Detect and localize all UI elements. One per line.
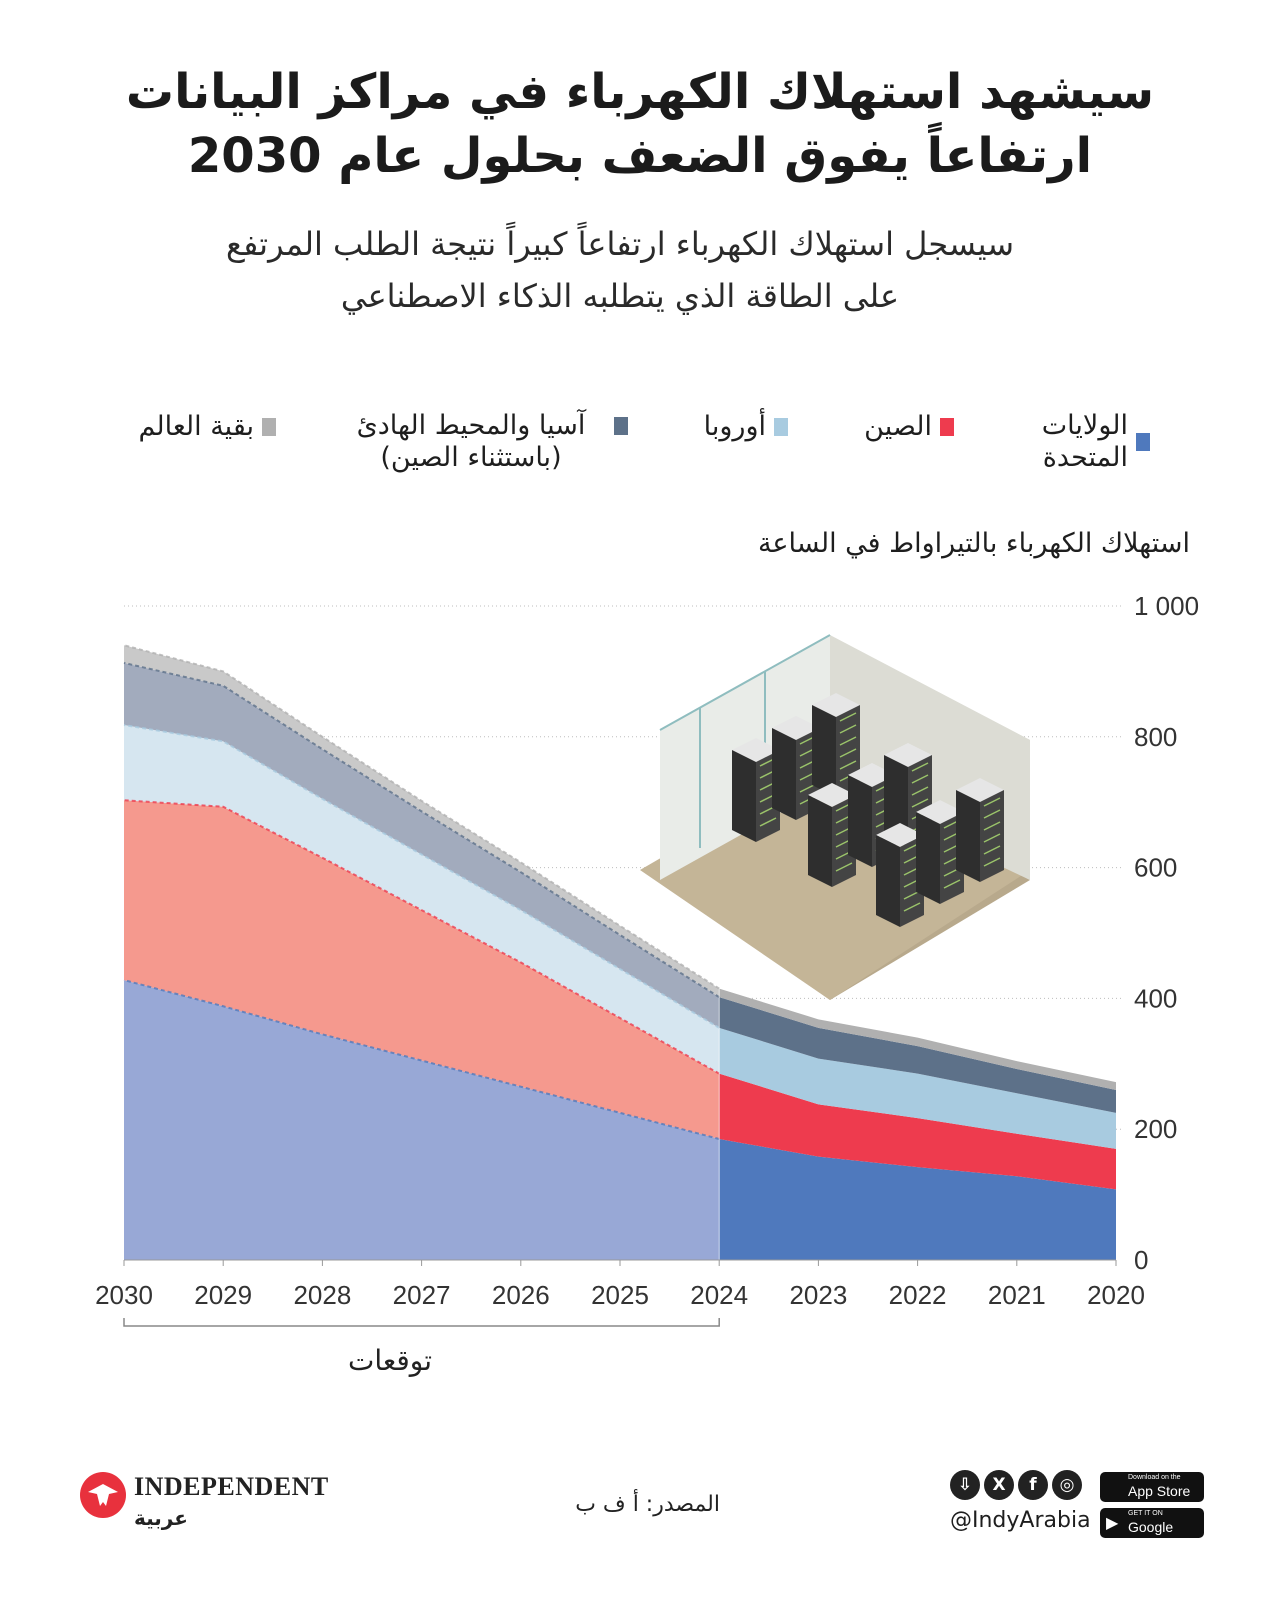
- y-axis-label: استهلاك الكهرباء بالتيراواط في الساعة: [757, 528, 1190, 559]
- legend-label-europe: أوروبا: [703, 410, 766, 442]
- download-icon[interactable]: ⇩: [950, 1470, 980, 1500]
- y-tick-label: 200: [1134, 1114, 1177, 1144]
- google-play-small: GET IT ON: [1128, 1510, 1163, 1517]
- y-tick-label: 400: [1134, 983, 1177, 1013]
- area-forecast-series-1: [124, 800, 720, 1140]
- legend-item-europe: أوروبا: [704, 410, 788, 443]
- y-tick-label: 600: [1134, 853, 1177, 883]
- app-store-small: Download on the: [1128, 1474, 1181, 1481]
- app-store-label: App Store: [1128, 1483, 1191, 1499]
- server-rack-icon: [916, 800, 964, 904]
- x-tick-label: 2020: [1087, 1280, 1145, 1310]
- y-tick-label: 0: [1134, 1245, 1148, 1275]
- instagram-icon[interactable]: ◎: [1052, 1470, 1082, 1500]
- brand-sub: عربية: [134, 1506, 188, 1530]
- area-actual-series-4: [719, 988, 1116, 1090]
- y-tick-label: 1 000: [1134, 591, 1199, 621]
- page-subtitle: سيسجل استهلاك الكهرباء ارتفاعاً كبيراً ن…: [225, 225, 1015, 315]
- legend-item-china: الصين: [864, 410, 954, 443]
- legend-swatch-us: [1136, 433, 1150, 451]
- area-forecast-series-3: [124, 662, 720, 1028]
- x-tick-label: 2023: [789, 1280, 847, 1310]
- area-actual-series-1: [719, 1073, 1116, 1190]
- social-handle[interactable]: @IndyArabia: [950, 1508, 1091, 1533]
- server-rack-icon: [732, 738, 780, 842]
- forecast-line-series-2: [123, 724, 720, 1029]
- server-rack-icon: [956, 778, 1004, 882]
- area-chart: 0 200 400 600 800 1 000 2020 2021 2022 2023 2024 2…: [95, 591, 1199, 1377]
- eagle-logo-icon: [80, 1472, 126, 1518]
- social-icons: ⇩ X f ◎: [950, 1470, 1090, 1510]
- play-icon: ▶: [1106, 1515, 1119, 1532]
- page-title: سيشهد استهلاك الكهرباء في مراكز البيانات…: [125, 64, 1155, 184]
- forecast-line-series-4: [123, 644, 720, 990]
- facebook-icon[interactable]: f: [1018, 1470, 1048, 1500]
- x-tick-label: 2024: [690, 1280, 748, 1310]
- server-room-illustration: [640, 634, 1030, 1000]
- legend-swatch-europe: [774, 417, 788, 436]
- x-tick-label: 2021: [988, 1280, 1046, 1310]
- server-rack-icon: [876, 823, 924, 927]
- google-play-button[interactable]: ▶ GET IT ON Google Play: [1100, 1508, 1204, 1551]
- legend-item-rest: بقية العالم: [138, 410, 276, 443]
- forecast-line-series-0: [123, 979, 720, 1140]
- legend-item-us: الولايات المتحدة: [1018, 410, 1150, 474]
- legend-item-apac: آسيا والمحيط الهادئ (باستثناء الصين): [336, 410, 628, 474]
- x-tick-label: 2026: [492, 1280, 550, 1310]
- x-tick-label: 2027: [393, 1280, 451, 1310]
- google-play-label: Google Play: [1128, 1519, 1174, 1551]
- x-icon[interactable]: X: [984, 1470, 1014, 1500]
- area-forecast-series-0: [124, 980, 720, 1260]
- chart-legend: الولايات المتحدة الصين أوروبا آسيا والمح…: [90, 410, 1190, 480]
- forecast-label: توقعات: [348, 1344, 432, 1377]
- forecast-line-series-3: [123, 661, 720, 998]
- forecast-line-series-1: [123, 799, 720, 1075]
- x-tick-label: 2022: [889, 1280, 947, 1310]
- area-forecast-series-2: [124, 725, 720, 1074]
- legend-label-rest: بقية العالم: [138, 410, 254, 442]
- brand-logo: INDEPENDENT عربية: [78, 1470, 398, 1550]
- legend-label-china: الصين: [864, 410, 932, 442]
- x-tick-label: 2028: [293, 1280, 351, 1310]
- forecast-bracket: [123, 1318, 720, 1327]
- area-actual-series-3: [719, 997, 1116, 1113]
- brand-name: INDEPENDENT: [134, 1472, 329, 1501]
- area-actual-series-0: [719, 1139, 1116, 1260]
- area-actual-series-2: [719, 1027, 1116, 1149]
- legend-label-us: الولايات المتحدة: [1041, 410, 1128, 473]
- source-note: المصدر: أ ف ب: [575, 1492, 720, 1517]
- legend-swatch-rest: [262, 417, 276, 436]
- x-tick-label: 2030: [95, 1280, 153, 1310]
- legend-swatch-apac: [614, 417, 628, 435]
- app-store-button[interactable]: Download on the App Store: [1100, 1472, 1204, 1502]
- x-tick-label: 2029: [194, 1280, 252, 1310]
- legend-swatch-china: [940, 417, 954, 436]
- x-tick-label: 2025: [591, 1280, 649, 1310]
- y-tick-label: 800: [1134, 722, 1177, 752]
- legend-label-apac: آسيا والمحيط الهادئ (باستثناء الصين): [356, 410, 586, 473]
